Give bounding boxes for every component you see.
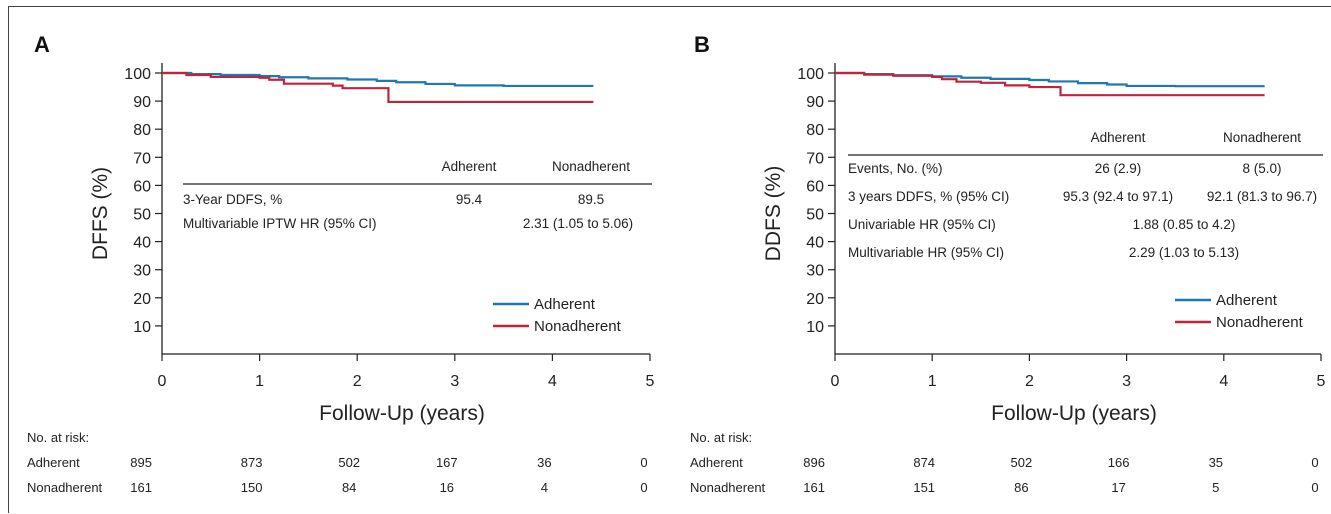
- panel-a-y-tick-label: 50: [133, 207, 151, 224]
- panel-a-risk-value: 16: [440, 480, 454, 495]
- panel-a-y-tick-label: 40: [133, 235, 151, 252]
- panel-b-table-nonadherent-value: 92.1 (81.3 to 96.7): [1207, 189, 1317, 204]
- panel-a-y-tick-label: 60: [133, 178, 151, 195]
- figure-frame: [8, 6, 1331, 513]
- panel-b-table-header-nonadherent: Nonadherent: [1223, 130, 1301, 145]
- panel-a-y-tick-label: 70: [133, 150, 151, 167]
- panel-a-risk-value: 0: [640, 455, 647, 470]
- panel-a-legend-label: Nonadherent: [534, 318, 622, 335]
- panel-a-y-tick-label: 20: [133, 291, 151, 308]
- panel-a-x-tick-label: 1: [255, 373, 264, 390]
- panel-a-x-tick-label: 3: [450, 373, 459, 390]
- panel-b-y-tick-label: 30: [806, 263, 824, 280]
- panel-b-y-tick-label: 70: [806, 150, 824, 167]
- panel-b-table-row-label: Events, No. (%): [848, 161, 943, 176]
- panel-b-x-axis-title: Follow-Up (years): [991, 402, 1157, 425]
- panel-b-legend-label: Adherent: [1216, 292, 1278, 309]
- panel-a-label: A: [34, 32, 50, 57]
- panel-b-y-tick-label: 40: [806, 235, 824, 252]
- panel-b-y-axis-title: DDFS (%): [762, 166, 785, 262]
- panel-b-risk-value: 874: [913, 455, 935, 470]
- panel-b-risk-value: 86: [1014, 480, 1028, 495]
- panel-b-risk-value: 0: [1311, 480, 1318, 495]
- panel-a-risk-value: 873: [241, 455, 263, 470]
- panel-b-risk-value: 502: [1011, 455, 1033, 470]
- panel-b-table-adherent-value: 26 (2.9): [1095, 161, 1142, 176]
- panel-a-risk-value: 161: [130, 480, 152, 495]
- panel-b-x-tick-label: 3: [1122, 373, 1131, 390]
- panel-b-x-tick-label: 1: [928, 373, 937, 390]
- panel-b-y-tick-label: 80: [806, 122, 824, 139]
- panel-a-risk-value: 167: [436, 455, 458, 470]
- panel-b-risk-value: 166: [1108, 455, 1130, 470]
- panel-b-x-tick-label: 2: [1025, 373, 1034, 390]
- panel-a-x-tick-label: 2: [353, 373, 362, 390]
- panel-b-x-tick-label: 5: [1317, 373, 1326, 390]
- panel-b-table-nonadherent-value: 8 (5.0): [1242, 161, 1281, 176]
- panel-b-risk-value: 17: [1111, 480, 1125, 495]
- panel-a-table-merged-value: 2.31 (1.05 to 5.06): [523, 216, 633, 231]
- panel-a-x-tick-label: 5: [646, 373, 655, 390]
- panel-a-table-header-adherent: Adherent: [442, 159, 497, 174]
- panel-b-y-tick-label: 90: [806, 94, 824, 111]
- panel-a-risk-value: 0: [640, 480, 647, 495]
- panel-b-risk-value: 35: [1209, 455, 1223, 470]
- panel-b-risk-value: 151: [913, 480, 935, 495]
- panel-b-x-tick-label: 4: [1219, 373, 1228, 390]
- panel-a-risk-value: 895: [130, 455, 152, 470]
- panel-a-risk-title: No. at risk:: [27, 430, 89, 445]
- panel-a-table-row-label: Multivariable IPTW HR (95% CI): [183, 216, 377, 231]
- panel-b-risk-value: 161: [803, 480, 825, 495]
- panel-b-risk-row-label: Nonadherent: [690, 480, 766, 495]
- panel-b-table-header-adherent: Adherent: [1091, 130, 1146, 145]
- panel-b-risk-value: 896: [803, 455, 825, 470]
- panel-b-y-tick-label: 60: [806, 178, 824, 195]
- panel-a-y-axis-title: DFFS (%): [89, 167, 112, 260]
- panel-a-risk-value: 84: [342, 480, 356, 495]
- panel-b-x-tick-label: 0: [831, 373, 840, 390]
- panel-a-y-tick-label: 90: [133, 94, 151, 111]
- panel-a-risk-value: 4: [541, 480, 548, 495]
- panel-b-legend-label: Nonadherent: [1216, 314, 1304, 331]
- panel-b-table-row-label: 3 years DDFS, % (95% CI): [848, 189, 1009, 204]
- panel-b-y-tick-label: 20: [806, 291, 824, 308]
- panel-a-y-tick-label: 100: [124, 66, 151, 83]
- panel-b-y-tick-label: 10: [806, 319, 824, 336]
- panel-a-y-tick-label: 80: [133, 122, 151, 139]
- panel-a-y-tick-label: 30: [133, 263, 151, 280]
- panel-b-label: B: [694, 32, 710, 57]
- panel-a-y-tick-label: 10: [133, 319, 151, 336]
- panel-a-x-axis-title: Follow-Up (years): [319, 402, 485, 425]
- panel-b-table-merged-value: 1.88 (0.85 to 4.2): [1133, 217, 1236, 232]
- panel-a-risk-row-label: Adherent: [27, 455, 80, 470]
- panel-a-risk-value: 36: [537, 455, 551, 470]
- panel-a-risk-value: 502: [338, 455, 360, 470]
- panel-b-table-row-label: Multivariable HR (95% CI): [848, 245, 1004, 260]
- panel-a-legend-label: Adherent: [534, 296, 596, 313]
- panel-a-curve-adherent: [162, 71, 594, 88]
- panel-b-risk-title: No. at risk:: [690, 430, 752, 445]
- panel-a-table-adherent-value: 95.4: [456, 192, 483, 207]
- panel-a-risk-row-label: Nonadherent: [27, 480, 103, 495]
- panel-b-y-tick-label: 50: [806, 207, 824, 224]
- panel-b-curve-nonadherent: [835, 71, 1265, 97]
- panel-b-table-adherent-value: 95.3 (92.4 to 97.1): [1063, 189, 1173, 204]
- panel-b-risk-row-label: Adherent: [690, 455, 743, 470]
- panel-a-curve-nonadherent: [162, 71, 594, 104]
- panel-a-table-nonadherent-value: 89.5: [578, 192, 604, 207]
- panel-b-y-tick-label: 100: [797, 66, 824, 83]
- panel-a-x-tick-label: 4: [548, 373, 557, 390]
- panel-a-table-row-label: 3-Year DDFS, %: [183, 192, 282, 207]
- panel-a-table-header-nonadherent: Nonadherent: [552, 159, 630, 174]
- panel-b-risk-value: 5: [1212, 480, 1219, 495]
- panel-a-x-tick-label: 0: [158, 373, 167, 390]
- panel-b-table-merged-value: 2.29 (1.03 to 5.13): [1129, 245, 1239, 260]
- panel-a-risk-value: 150: [241, 480, 263, 495]
- panel-b-table-row-label: Univariable HR (95% CI): [848, 217, 996, 232]
- panel-b-risk-value: 0: [1311, 455, 1318, 470]
